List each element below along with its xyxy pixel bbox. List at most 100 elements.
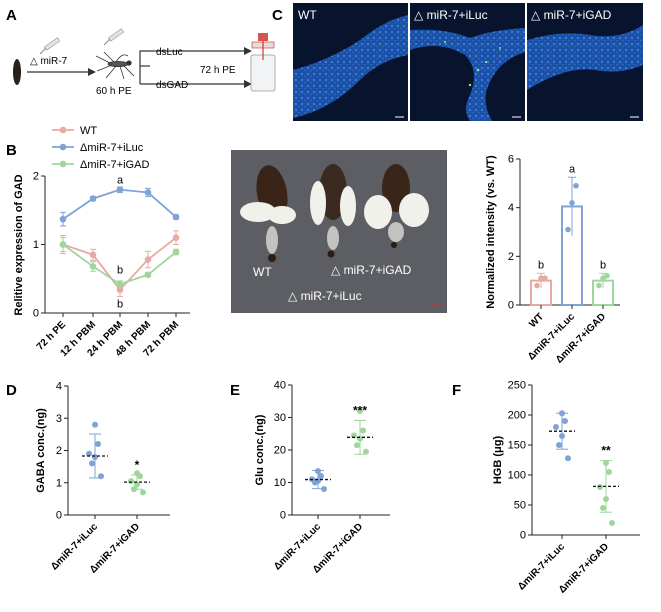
significance-mark: * (135, 458, 140, 472)
data-point (609, 520, 615, 526)
y-tick-label: 2 (56, 445, 62, 457)
data-point (573, 182, 579, 189)
significance-mark: ** (601, 444, 611, 458)
egg-icon (13, 59, 21, 85)
annotation-letter: b (600, 259, 606, 271)
mosquito-icon (95, 51, 135, 80)
annotation-letter: a (569, 163, 576, 175)
data-point (59, 241, 67, 248)
c-label-igad: △ miR-7+iGAD (531, 8, 612, 22)
y-tick-label: 50 (514, 500, 526, 512)
data-point (137, 473, 143, 480)
annotation-letter: b (117, 264, 123, 276)
legend-marker (59, 126, 67, 134)
annotation-letter: b (538, 259, 544, 271)
y-tick-label: 100 (508, 470, 526, 482)
data-point (116, 186, 124, 193)
syringe-icon (39, 37, 61, 55)
data-point (172, 213, 180, 221)
data-point (553, 424, 559, 430)
data-point (562, 418, 568, 424)
data-point (89, 460, 95, 467)
h-label-igad: △ miR-7+iGAD (331, 263, 412, 277)
arrow-head-icon (244, 47, 252, 55)
data-point (144, 189, 152, 196)
legend-marker (59, 160, 67, 168)
y-tick-label: 6 (508, 154, 514, 166)
specimen-iluc (310, 164, 356, 258)
data-point (116, 280, 124, 288)
data-point (128, 478, 134, 485)
data-point (565, 226, 571, 233)
y-tick-label: 3 (56, 413, 62, 425)
annotation-letter: b (117, 298, 123, 310)
split-arrow-top (139, 50, 190, 84)
data-point (89, 251, 97, 259)
legend-label: ΔmiR-7+iLuc (80, 142, 144, 154)
y-tick-label: 200 (508, 410, 526, 422)
h-label-iluc: △ miR-7+iLuc (288, 289, 362, 303)
y-tick-label: 0 (56, 510, 62, 522)
dsgad-label: dsGAD (156, 80, 188, 91)
time-72h-label: 72 h PE (200, 65, 236, 76)
y-tick-label: 0 (520, 530, 526, 542)
data-point (172, 234, 180, 241)
dsluc-label: dsLuc (156, 47, 183, 58)
data-point (318, 473, 324, 479)
data-point (534, 282, 540, 289)
y-tick-label: 150 (508, 440, 526, 452)
data-point (357, 408, 363, 414)
y-tick-label: 30 (274, 412, 286, 424)
data-point (312, 479, 318, 486)
injection-label: △ miR-7 (30, 56, 68, 67)
panel-a-letter: A (6, 7, 17, 24)
y-tick-label: 10 (274, 477, 286, 489)
panel-h-photo: H WT △ miR-7+iGAD △ miR (231, 150, 447, 313)
y-tick-label: 0 (508, 300, 514, 312)
data-point (144, 256, 152, 263)
y-axis-label: Relitive expression of GAD (13, 174, 25, 315)
significance-mark: *** (353, 403, 367, 417)
data-point (144, 271, 152, 278)
panel-c-letter: C (272, 7, 283, 24)
data-point (59, 215, 67, 223)
series-line (62, 188, 177, 220)
data-point (363, 448, 369, 455)
data-point (606, 469, 612, 475)
arrow-head-icon (88, 68, 96, 76)
y-tick-label: 2 (508, 251, 514, 263)
y-tick-label: 1 (33, 239, 39, 251)
time-60h-label: 60 h PE (96, 86, 132, 97)
y-tick-label: 250 (508, 380, 526, 392)
specimen-wt (240, 165, 296, 262)
annotation-letter: a (117, 175, 124, 187)
legend-label: WT (80, 125, 97, 137)
y-tick-label: 1 (56, 477, 62, 489)
y-axis-label: HGB (μg) (492, 436, 504, 485)
data-point (140, 489, 146, 496)
panel-f-letter: F (452, 382, 461, 399)
y-tick-label: 4 (508, 202, 514, 214)
y-axis-label: Glu conc.(ng) (254, 414, 266, 485)
y-axis-label: Normalized intensity (vs. WT) (485, 155, 497, 309)
y-tick-label: 0 (280, 510, 286, 522)
data-point (86, 450, 92, 457)
y-tick-label: 2 (33, 171, 39, 183)
panel-e-letter: E (230, 382, 240, 399)
panel-d-letter: D (6, 382, 17, 399)
h-label-wt: WT (253, 265, 272, 279)
syringe-icon (103, 28, 125, 46)
data-point (569, 200, 575, 206)
data-point (565, 455, 571, 462)
specimen-igad (364, 164, 429, 248)
c-label-wt: WT (298, 8, 317, 22)
data-point (89, 263, 97, 270)
data-point (92, 421, 98, 428)
c-label-iluc: △ miR-7+iLuc (414, 8, 488, 22)
